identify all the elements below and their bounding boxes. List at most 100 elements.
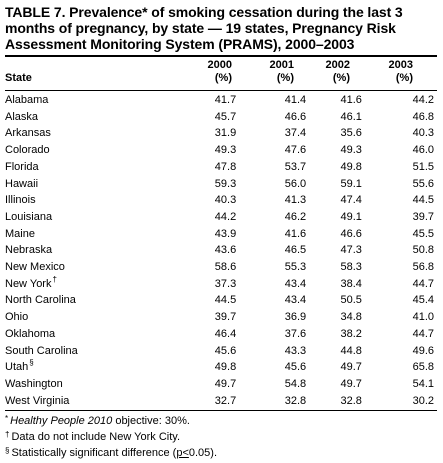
value-cell-2003: 30.2 (412, 394, 434, 407)
value-cell-2001: 37.4 (284, 127, 307, 140)
state-cell: Ohio (5, 311, 29, 324)
year-header-2001: 2001 (%) (262, 59, 294, 85)
value-cell-2003: 56.8 (412, 261, 434, 274)
header-rule (5, 90, 437, 91)
value-cell-2001: 36.9 (284, 311, 307, 324)
table-row: Colorado 49.3 47.6 49.3 46.0 (5, 142, 437, 159)
table-row: Oklahoma 46.4 37.6 38.2 44.7 (5, 326, 437, 343)
table-row: Louisiana 44.2 46.2 49.1 39.7 (5, 209, 437, 226)
value-cell-2000: 47.8 (214, 160, 237, 173)
value-cell-2002: 59.1 (340, 177, 362, 190)
table-body: Alabama 41.7 41.4 41.6 44.2 Alaska 45.7 46.6 46.… (5, 92, 437, 409)
value-cell-2001: 55.3 (284, 261, 307, 274)
footnote-new-york: † Data do not include New York City. (5, 430, 181, 443)
value-cell-2002: 32.8 (340, 394, 362, 407)
table-row: Florida 47.8 53.7 49.8 51.5 (5, 159, 437, 176)
table-row: New Mexico 58.6 55.3 58.3 56.8 (5, 259, 437, 276)
state-cell: Utah§ (5, 358, 34, 374)
value-cell-2002: 49.7 (340, 377, 362, 390)
value-cell-2000: 49.7 (214, 377, 237, 390)
year-label: 2002 (325, 59, 350, 71)
bottom-rule (5, 410, 437, 411)
unit-label: (%) (276, 72, 294, 84)
value-cell-2001: 41.6 (284, 227, 307, 240)
table-row: Nebraska 43.6 46.5 47.3 50.8 (5, 242, 437, 259)
value-cell-2002: 46.1 (340, 110, 362, 123)
unit-label: (%) (395, 72, 413, 84)
value-cell-2000: 46.4 (214, 327, 237, 340)
footnotes: * Healthy People 2010 objective: 30%. † Da… (5, 412, 437, 460)
state-cell: Washington (5, 377, 63, 390)
value-cell-2002: 38.4 (340, 277, 362, 290)
value-cell-2001: 45.6 (284, 361, 307, 374)
value-cell-2003: 41.0 (412, 311, 434, 324)
value-cell-2002: 34.8 (340, 311, 362, 324)
value-cell-2001: 54.8 (284, 377, 307, 390)
state-cell: Colorado (5, 144, 50, 157)
value-cell-2001: 43.4 (284, 277, 307, 290)
value-cell-2000: 43.9 (214, 227, 237, 240)
table-row: Washington 49.7 54.8 49.7 54.1 (5, 376, 437, 393)
value-cell-2003: 51.5 (412, 160, 434, 173)
value-cell-2002: 49.3 (340, 144, 362, 157)
value-cell-2000: 58.6 (214, 261, 237, 274)
state-cell: South Carolina (5, 344, 78, 357)
value-cell-2001: 43.4 (284, 294, 307, 307)
value-cell-2001: 41.4 (284, 94, 307, 106)
state-cell: Arkansas (5, 127, 51, 140)
top-rule (5, 55, 437, 57)
state-cell: Alabama (5, 94, 49, 106)
value-cell-2003: 55.6 (412, 177, 434, 190)
table-row: Alaska 45.7 46.6 46.1 46.8 (5, 109, 437, 126)
value-cell-2001: 37.6 (284, 327, 307, 340)
state-cell: West Virginia (5, 394, 70, 407)
value-cell-2003: 45.4 (412, 294, 434, 307)
value-cell-2002: 38.2 (340, 327, 362, 340)
value-cell-2001: 56.0 (284, 177, 307, 190)
value-cell-2000: 40.3 (214, 194, 237, 207)
value-cell-2003: 50.8 (412, 244, 434, 257)
value-cell-2000: 32.7 (214, 394, 237, 407)
table-title: TABLE 7. Prevalence* of smoking cessatio… (5, 4, 403, 52)
value-cell-2003: 44.5 (412, 194, 434, 207)
value-cell-2000: 31.9 (214, 127, 237, 140)
value-cell-2003: 44.7 (412, 277, 434, 290)
table-row: Arkansas 31.9 37.4 35.6 40.3 (5, 125, 437, 142)
value-cell-2002: 58.3 (340, 261, 362, 274)
value-cell-2000: 45.6 (214, 344, 237, 357)
value-cell-2003: 45.5 (412, 227, 434, 240)
table-row: New York† 37.3 43.4 38.4 44.7 (5, 274, 437, 293)
state-cell: North Carolina (5, 294, 76, 307)
table-row: Utah§ 49.8 45.6 49.7 65.8 (5, 359, 437, 376)
unit-label: (%) (332, 72, 350, 84)
value-cell-2003: 44.2 (412, 94, 434, 106)
year-header-2002: 2002 (%) (318, 59, 350, 85)
value-cell-2002: 35.6 (340, 127, 362, 140)
value-cell-2001: 32.8 (284, 394, 307, 407)
state-cell: New Mexico (5, 261, 65, 274)
year-label: 2003 (388, 59, 413, 71)
value-cell-2001: 46.5 (284, 244, 307, 257)
data-table: Alabama 41.7 41.4 41.6 44.2 Alaska 45.7 46.6 46.… (5, 92, 437, 409)
footnote-marker: † (52, 274, 57, 284)
table-row: Maine 43.9 41.6 46.6 45.5 (5, 226, 437, 243)
value-cell-2003: 54.1 (412, 377, 434, 390)
unit-label: (%) (214, 72, 232, 84)
state-cell: New York† (5, 274, 57, 290)
value-cell-2000: 49.3 (214, 144, 237, 157)
value-cell-2001: 46.2 (284, 210, 307, 223)
state-cell: Illinois (5, 194, 36, 207)
value-cell-2001: 53.7 (284, 160, 307, 173)
value-cell-2002: 50.5 (340, 294, 362, 307)
year-header-2003: 2003 (%) (380, 59, 413, 85)
value-cell-2000: 44.5 (214, 294, 237, 307)
footnote-marker: § (29, 358, 34, 368)
value-cell-2003: 46.0 (412, 144, 434, 157)
value-cell-2000: 59.3 (214, 177, 237, 190)
value-cell-2002: 49.8 (340, 160, 362, 173)
value-cell-2002: 41.6 (340, 94, 362, 106)
value-cell-2001: 46.6 (284, 110, 307, 123)
value-cell-2000: 44.2 (214, 210, 237, 223)
state-cell: Maine (5, 227, 35, 240)
year-label: 2000 (207, 59, 232, 71)
